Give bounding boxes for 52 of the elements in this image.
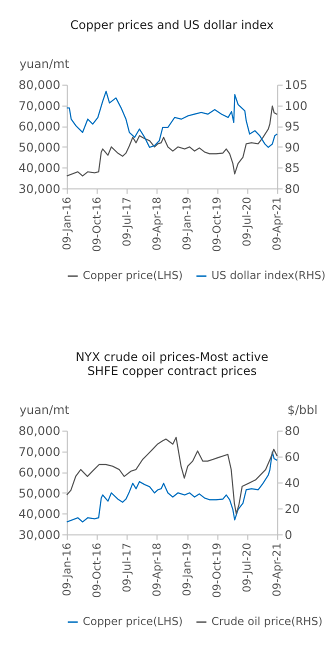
line-series <box>66 105 278 177</box>
y-tick-label: 50,000 <box>18 486 60 500</box>
y2-tick-label: 60 <box>284 450 300 464</box>
y2-tick-label: 95 <box>284 120 300 134</box>
legend-label: US dollar index(RHS) <box>211 269 326 282</box>
x-tick-label: 09-Jan-19 <box>180 196 194 250</box>
y2-tick-label: 105 <box>284 78 308 92</box>
y2-tick-label: 0 <box>284 528 292 542</box>
chart-title: NYX crude oil prices-Most active SHFE copper contract prices <box>76 350 268 378</box>
y-tick-label: 30,000 <box>18 182 60 196</box>
y2-tick-label: 40 <box>284 476 300 490</box>
x-tick-label: 09-Apr-21 <box>270 542 284 597</box>
y-tick-label: 40,000 <box>18 161 60 176</box>
legend-label: Copper price(LHS) <box>82 615 183 628</box>
y2-tick-label: 20 <box>284 502 300 516</box>
y2-tick-label: 80 <box>284 182 300 196</box>
x-tick-label: 09-Oct-16 <box>90 196 104 252</box>
y2-tick-label: 85 <box>284 161 300 176</box>
y-tick-label: 60,000 <box>18 466 60 480</box>
y-tick-label: 60,000 <box>18 120 60 134</box>
line-series <box>66 436 278 514</box>
x-tick-label: 09-Apr-18 <box>150 542 164 597</box>
y-axis-title: yuan/mt <box>19 57 70 72</box>
y-axis-title: yuan/mt <box>19 403 70 418</box>
legend-label: Crude oil price(RHS) <box>211 615 323 628</box>
x-tick-label: 09-Oct-19 <box>210 196 224 252</box>
y-tick-label: 40,000 <box>18 507 60 522</box>
line-series <box>66 451 278 523</box>
x-tick-label: 09-Jan-19 <box>180 542 194 596</box>
y2-tick-label: 100 <box>284 98 308 113</box>
x-tick-label: 09-Jul-17 <box>120 542 134 592</box>
x-tick-label: 09-Jan-16 <box>60 542 74 596</box>
y-tick-label: 30,000 <box>18 528 60 542</box>
x-tick-label: 09-Jul-20 <box>240 542 254 592</box>
line-series <box>66 90 278 148</box>
y2-tick-label: 90 <box>284 140 300 154</box>
y-tick-label: 80,000 <box>18 78 60 92</box>
y-tick-label: 70,000 <box>18 444 60 459</box>
legend-label: Copper price(LHS) <box>82 269 183 282</box>
x-tick-label: 09-Oct-16 <box>90 542 104 598</box>
y-tick-label: 80,000 <box>18 424 60 438</box>
y2-tick-label: 80 <box>284 424 300 438</box>
chart-title: Copper prices and US dollar index <box>70 18 274 32</box>
y-tick-label: 70,000 <box>18 98 60 113</box>
y2-axis-title: $/bbl <box>287 403 318 418</box>
x-tick-label: 09-Jan-16 <box>60 196 74 250</box>
y-tick-label: 50,000 <box>18 140 60 154</box>
x-tick-label: 09-Jul-20 <box>240 196 254 246</box>
x-tick-label: 09-Apr-18 <box>150 196 164 251</box>
x-tick-label: 09-Apr-21 <box>270 196 284 251</box>
x-tick-label: 09-Jul-17 <box>120 196 134 246</box>
x-tick-label: 09-Oct-19 <box>210 542 224 598</box>
